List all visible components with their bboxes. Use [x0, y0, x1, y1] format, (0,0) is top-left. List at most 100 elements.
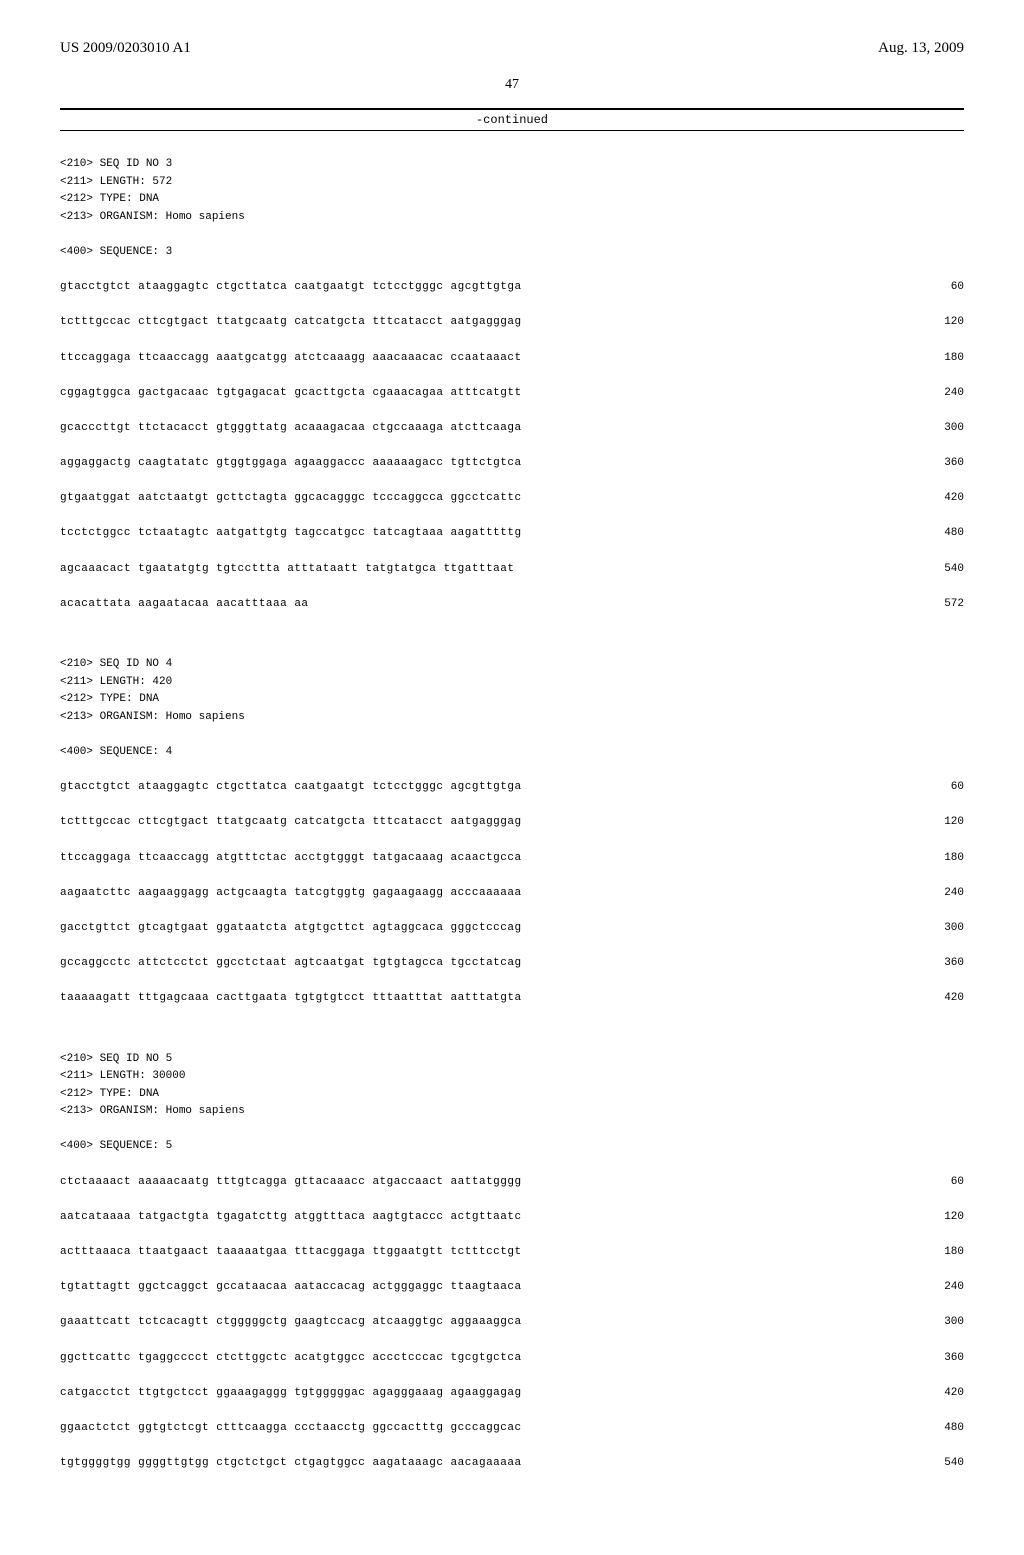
sequence-row: gtgaatggat aatctaatgt gcttctagta ggcacag…: [60, 490, 964, 508]
sequence-position: 300: [924, 920, 964, 938]
sequence-header-line: <400> SEQUENCE: 5: [60, 1138, 964, 1156]
sequence-row: ttccaggaga ttcaaccagg aaatgcatgg atctcaa…: [60, 350, 964, 368]
sequence-text: ggaactctct ggtgtctcgt ctttcaagga ccctaac…: [60, 1420, 522, 1438]
sequence-row: gaaattcatt tctcacagtt ctgggggctg gaagtcc…: [60, 1314, 964, 1332]
sequence-text: ttccaggaga ttcaaccagg atgtttctac acctgtg…: [60, 850, 522, 868]
sequence-header-line: <210> SEQ ID NO 3: [60, 156, 964, 174]
sequence-text: ttccaggaga ttcaaccagg aaatgcatgg atctcaa…: [60, 350, 522, 368]
sequence-text: ggcttcattc tgaggcccct ctcttggctc acatgtg…: [60, 1350, 522, 1368]
sequence-text: agcaaacact tgaatatgtg tgtccttta atttataa…: [60, 561, 514, 579]
sequence-text: gacctgttct gtcagtgaat ggataatcta atgtgct…: [60, 920, 522, 938]
sequence-position: 60: [924, 779, 964, 797]
sequence-position: 420: [924, 490, 964, 508]
sequence-header-line: <400> SEQUENCE: 3: [60, 244, 964, 262]
sequence-row: acacattata aagaatacaa aacatttaaa aa 572: [60, 596, 964, 614]
sequence-row: actttaaaca ttaatgaact taaaaatgaa tttacgg…: [60, 1244, 964, 1262]
sequence-position: 360: [924, 955, 964, 973]
sequence-row: aagaatcttc aagaaggagg actgcaagta tatcgtg…: [60, 885, 964, 903]
sequence-position: 572: [924, 596, 964, 614]
sequence-header-line: <213> ORGANISM: Homo sapiens: [60, 209, 964, 227]
sequence-header-line: [60, 1121, 964, 1139]
sequence-row: cggagtggca gactgacaac tgtgagacat gcacttg…: [60, 385, 964, 403]
sequence-row: tcctctggcc tctaatagtc aatgattgtg tagccat…: [60, 525, 964, 543]
sequence-header-line: <213> ORGANISM: Homo sapiens: [60, 709, 964, 727]
sequence-position: 120: [924, 814, 964, 832]
sequence-header-line: <212> TYPE: DNA: [60, 191, 964, 209]
sequence-header-line: <212> TYPE: DNA: [60, 1086, 964, 1104]
sequence-text: tcctctggcc tctaatagtc aatgattgtg tagccat…: [60, 525, 522, 543]
sequence-text: gccaggcctc attctcctct ggcctctaat agtcaat…: [60, 955, 522, 973]
sequence-text: gtacctgtct ataaggagtc ctgcttatca caatgaa…: [60, 779, 522, 797]
sequence-position: 120: [924, 314, 964, 332]
sequence-row: gcacccttgt ttctacacct gtgggttatg acaaaga…: [60, 420, 964, 438]
sequence-position: 300: [924, 420, 964, 438]
sequence-header-line: <211> LENGTH: 30000: [60, 1068, 964, 1086]
sequence-position: 300: [924, 1314, 964, 1332]
doc-number: US 2009/0203010 A1: [60, 40, 191, 57]
sequence-text: gaaattcatt tctcacagtt ctgggggctg gaagtcc…: [60, 1314, 522, 1332]
sequence-text: catgacctct ttgtgctcct ggaaagaggg tgtgggg…: [60, 1385, 522, 1403]
sequence-text: acacattata aagaatacaa aacatttaaa aa: [60, 596, 309, 614]
sequence-row: gtacctgtct ataaggagtc ctgcttatca caatgaa…: [60, 279, 964, 297]
sequence-text: actttaaaca ttaatgaact taaaaatgaa tttacgg…: [60, 1244, 522, 1262]
sequence-position: 180: [924, 1244, 964, 1262]
sequence-row: tgtattagtt ggctcaggct gccataacaa aatacca…: [60, 1279, 964, 1297]
sequence-position: 240: [924, 1279, 964, 1297]
sequence-text: tctttgccac cttcgtgact ttatgcaatg catcatg…: [60, 314, 522, 332]
sequence-position: 60: [924, 1174, 964, 1192]
sequence-text: aagaatcttc aagaaggagg actgcaagta tatcgtg…: [60, 885, 522, 903]
sequence-text: gtgaatggat aatctaatgt gcttctagta ggcacag…: [60, 490, 522, 508]
sequence-position: 180: [924, 350, 964, 368]
sequence-position: 120: [924, 1209, 964, 1227]
sequence-block: <210> SEQ ID NO 3<211> LENGTH: 572<212> …: [60, 156, 964, 631]
sequence-position: 420: [924, 1385, 964, 1403]
sequence-position: 540: [924, 561, 964, 579]
doc-date: Aug. 13, 2009: [878, 40, 964, 57]
sequence-row: agcaaacact tgaatatgtg tgtccttta atttataa…: [60, 561, 964, 579]
sequence-text: taaaaagatt tttgagcaaa cacttgaata tgtgtgt…: [60, 990, 522, 1008]
sequence-row: aggaggactg caagtatatc gtggtggaga agaagga…: [60, 455, 964, 473]
sequence-position: 180: [924, 850, 964, 868]
sequence-text: tgtattagtt ggctcaggct gccataacaa aatacca…: [60, 1279, 522, 1297]
sequence-text: tgtggggtgg ggggttgtgg ctgctctgct ctgagtg…: [60, 1455, 522, 1473]
sequence-header-line: <211> LENGTH: 572: [60, 174, 964, 192]
sequence-position: 540: [924, 1455, 964, 1473]
sequence-row: gacctgttct gtcagtgaat ggataatcta atgtgct…: [60, 920, 964, 938]
sequence-position: 480: [924, 1420, 964, 1438]
sequence-row: tgtggggtgg ggggttgtgg ctgctctgct ctgagtg…: [60, 1455, 964, 1473]
sequence-listing: <210> SEQ ID NO 3<211> LENGTH: 572<212> …: [60, 156, 964, 1490]
sequence-text: ctctaaaact aaaaacaatg tttgtcagga gttacaa…: [60, 1174, 522, 1192]
sequence-position: 60: [924, 279, 964, 297]
page-header: US 2009/0203010 A1 Aug. 13, 2009: [60, 40, 964, 57]
continued-label: -continued: [60, 108, 964, 131]
sequence-block: <210> SEQ ID NO 5<211> LENGTH: 30000<212…: [60, 1051, 964, 1491]
sequence-row: tctttgccac cttcgtgact ttatgcaatg catcatg…: [60, 314, 964, 332]
sequence-header-line: <211> LENGTH: 420: [60, 674, 964, 692]
sequence-header-line: [60, 726, 964, 744]
sequence-position: 360: [924, 1350, 964, 1368]
sequence-text: aggaggactg caagtatatc gtggtggaga agaagga…: [60, 455, 522, 473]
sequence-header-line: [60, 226, 964, 244]
sequence-header-line: <210> SEQ ID NO 4: [60, 656, 964, 674]
sequence-text: gcacccttgt ttctacacct gtgggttatg acaaaga…: [60, 420, 522, 438]
sequence-header-line: <210> SEQ ID NO 5: [60, 1051, 964, 1069]
sequence-text: cggagtggca gactgacaac tgtgagacat gcacttg…: [60, 385, 522, 403]
sequence-block: <210> SEQ ID NO 4<211> LENGTH: 420<212> …: [60, 656, 964, 1025]
sequence-row: ctctaaaact aaaaacaatg tttgtcagga gttacaa…: [60, 1174, 964, 1192]
sequence-position: 240: [924, 385, 964, 403]
sequence-row: ttccaggaga ttcaaccagg atgtttctac acctgtg…: [60, 850, 964, 868]
sequence-text: gtacctgtct ataaggagtc ctgcttatca caatgaa…: [60, 279, 522, 297]
sequence-position: 360: [924, 455, 964, 473]
sequence-header-line: <213> ORGANISM: Homo sapiens: [60, 1103, 964, 1121]
sequence-row: tctttgccac cttcgtgact ttatgcaatg catcatg…: [60, 814, 964, 832]
sequence-row: aatcataaaa tatgactgta tgagatcttg atggttt…: [60, 1209, 964, 1227]
sequence-position: 480: [924, 525, 964, 543]
sequence-header-line: <212> TYPE: DNA: [60, 691, 964, 709]
sequence-header-line: <400> SEQUENCE: 4: [60, 744, 964, 762]
sequence-text: tctttgccac cttcgtgact ttatgcaatg catcatg…: [60, 814, 522, 832]
page-number: 47: [60, 77, 964, 93]
sequence-row: taaaaagatt tttgagcaaa cacttgaata tgtgtgt…: [60, 990, 964, 1008]
sequence-row: gtacctgtct ataaggagtc ctgcttatca caatgaa…: [60, 779, 964, 797]
sequence-position: 420: [924, 990, 964, 1008]
sequence-position: 240: [924, 885, 964, 903]
